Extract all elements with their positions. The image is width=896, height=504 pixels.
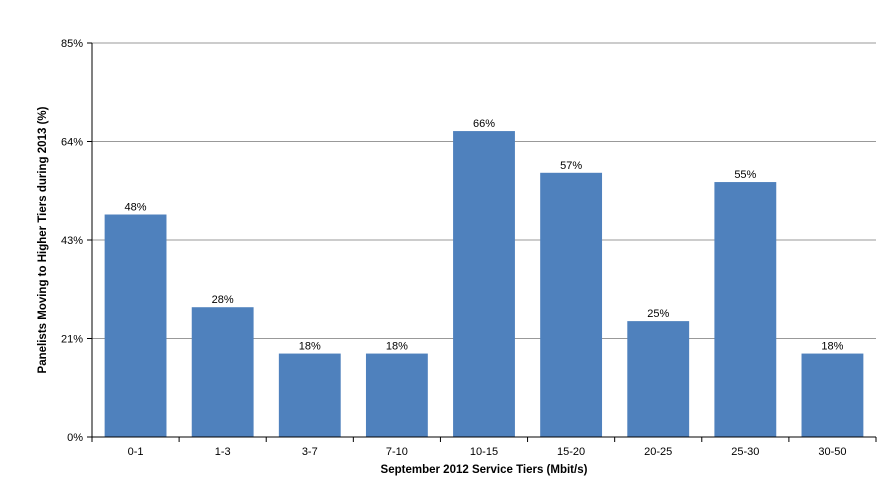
x-tick-label: 15-20 [557,446,585,458]
x-tick-label: 1-3 [215,446,231,458]
y-tick-label: 64% [61,137,83,149]
y-tick-label: 85% [61,38,83,50]
data-label: 48% [125,202,147,214]
data-label: 18% [821,341,843,353]
data-label: 66% [473,118,495,130]
data-label: 57% [560,160,582,172]
data-label: 18% [299,341,321,353]
bars [104,131,864,437]
data-label: 28% [212,294,234,306]
bar-25-30 [714,182,777,437]
x-tick-label: 3-7 [302,446,318,458]
bar-1-3 [191,307,254,437]
y-tick-label: 0% [67,432,83,444]
y-axis-title: Panelists Moving to Higher Tiers during … [37,106,49,373]
data-label: 55% [734,169,756,181]
bar-10-15 [453,131,515,437]
labels: 0% 21% 43% 64% 85% 48% 0-1 28% 1-3 18% 3-7 18% 7-10 6… [61,38,847,458]
bar-30-50 [801,353,864,437]
x-tick-label: 20-25 [644,446,672,458]
bar-7-10 [365,353,428,437]
bar-3-7 [278,353,341,437]
x-tick-label: 10-15 [470,446,498,458]
bar-20-25 [627,321,690,437]
x-tick-label: 7-10 [386,446,408,458]
data-label: 25% [647,308,669,320]
x-axis-title: September 2012 Service Tiers (Mbit/s) [381,464,588,476]
bar-15-20 [540,172,603,437]
data-label: 18% [386,341,408,353]
x-tick-label: 30-50 [818,446,846,458]
x-tick-label: 25-30 [731,446,759,458]
x-tick-label: 0-1 [128,446,144,458]
y-tick-label: 21% [61,334,83,346]
y-tick-label: 43% [61,235,83,247]
bar-0-1 [104,214,167,437]
axes [87,42,877,442]
